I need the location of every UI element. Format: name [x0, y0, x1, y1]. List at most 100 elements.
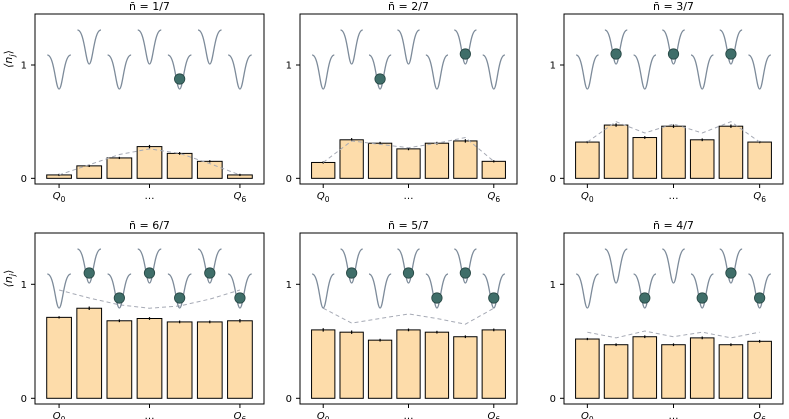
particle-Q4 [174, 73, 186, 85]
bar-Q5 [196, 321, 223, 399]
x-tick-label: … [145, 191, 155, 202]
potential-well-Q0 [46, 54, 72, 90]
x-tick-label: Q0 [317, 191, 330, 204]
y-axis-label: ⟨nj⟩ [2, 50, 17, 68]
x-tick-label: Q6 [753, 411, 766, 419]
potential-well-Q4 [425, 273, 449, 309]
potential-well-Q6 [748, 273, 772, 309]
particle-Q6 [234, 292, 246, 304]
potential-well-Q3 [397, 248, 420, 284]
potential-well-Q2 [633, 273, 657, 309]
dashed-curve [58, 148, 241, 176]
bar-Q6 [747, 340, 772, 399]
x-tick-label: Q0 [317, 411, 330, 419]
potential-well-Q1 [604, 29, 628, 65]
panel-title: n̄ = 5/7 [388, 219, 429, 232]
bar-Q4 [424, 142, 450, 179]
panel-title: n̄ = 4/7 [653, 219, 694, 232]
potential-well-Q2 [107, 54, 132, 90]
y-tick-label: 1 [21, 280, 27, 291]
potential-well-Q1 [77, 29, 102, 65]
particle-Q2 [639, 292, 651, 304]
bar-Q6 [227, 320, 253, 399]
bar-Q6 [481, 160, 506, 179]
potential-well-Q4 [690, 273, 714, 309]
potential-well-Q0 [575, 273, 599, 309]
potential-well-Q5 [719, 29, 743, 65]
bar-Q0 [575, 141, 600, 179]
potential-well-Q4 [425, 54, 449, 90]
bar-Q0 [311, 329, 336, 399]
potential-well-Q2 [107, 273, 132, 309]
dashed-curve [322, 136, 495, 163]
bar-Q3 [396, 148, 421, 179]
x-tick-label: … [404, 411, 414, 419]
particle-Q5 [725, 48, 737, 60]
x-tick-label: … [404, 191, 414, 202]
bar-Q2 [367, 339, 393, 399]
bar-Q4 [689, 337, 715, 399]
particle-Q2 [113, 292, 125, 304]
bar-Q5 [718, 344, 744, 399]
particle-Q5 [459, 267, 471, 279]
panel-2: n̄ = 2/7 0 1 Q0 … Q6 [286, 0, 518, 204]
particle-Q1 [610, 48, 622, 60]
y-tick-label: 0 [286, 174, 292, 185]
particle-Q6 [754, 292, 766, 304]
bar-Q2 [632, 336, 658, 399]
particle-Q5 [459, 48, 471, 60]
x-tick-label: … [669, 191, 679, 202]
panel-3: n̄ = 3/7 0 1 Q0 … Q6 [550, 0, 784, 204]
y-tick-label: 0 [286, 394, 292, 405]
bar-Q0 [311, 161, 336, 179]
particle-Q4 [174, 292, 186, 304]
particle-Q3 [667, 48, 680, 60]
bar-Q2 [632, 137, 658, 179]
potential-well-Q3 [397, 29, 420, 65]
potential-well-Q5 [197, 248, 222, 284]
potential-well-Q3 [661, 248, 686, 284]
potential-well-Q6 [227, 273, 253, 309]
potential-well-Q5 [453, 29, 477, 65]
bar-Q1 [339, 139, 364, 179]
potential-well-Q5 [453, 248, 477, 284]
bar-Q2 [106, 157, 133, 179]
bar-Q4 [166, 152, 193, 179]
x-tick-label: Q0 [53, 411, 66, 419]
x-tick-label: … [669, 411, 679, 419]
potential-well-Q1 [340, 29, 364, 65]
particle-Q1 [346, 267, 358, 279]
panel-5: n̄ = 5/7 0 1 Q0 … Q6 [286, 219, 518, 419]
bar-Q6 [481, 329, 506, 399]
bar-Q2 [367, 142, 393, 179]
potential-well-Q5 [719, 248, 743, 284]
y-tick-label: 0 [21, 394, 27, 405]
particle-Q1 [83, 267, 95, 279]
particle-Q6 [488, 292, 500, 304]
y-tick-label: 1 [21, 61, 27, 72]
bar-Q4 [424, 331, 450, 399]
panel-6: n̄ = 4/7 0 1 Q0 … Q6 [550, 219, 784, 419]
x-tick-label: Q6 [487, 191, 500, 204]
potential-well-Q4 [690, 54, 714, 90]
potential-well-Q0 [46, 273, 72, 309]
x-tick-label: Q6 [753, 191, 766, 204]
particle-Q4 [696, 292, 708, 304]
x-tick-label: Q0 [53, 191, 66, 204]
potential-well-Q0 [311, 273, 335, 309]
potential-well-Q3 [137, 29, 162, 65]
potential-well-Q0 [575, 54, 599, 90]
bar-Q0 [575, 338, 600, 399]
bar-Q3 [136, 318, 163, 399]
bar-Q0 [46, 316, 72, 399]
panel-1: n̄ = 1/7 0 1 Q0 … Q6 ⟨nj⟩ [2, 0, 265, 204]
potential-well-Q4 [167, 273, 192, 309]
panel-4: n̄ = 6/7 0 1 Q0 … Q6 ⟨nj⟩ [2, 219, 265, 419]
x-tick-label: Q0 [581, 191, 594, 204]
y-tick-label: 0 [21, 174, 27, 185]
x-tick-label: Q6 [487, 411, 500, 419]
bar-Q5 [718, 125, 744, 179]
particle-Q3 [402, 267, 415, 279]
x-tick-label: Q6 [234, 411, 247, 419]
